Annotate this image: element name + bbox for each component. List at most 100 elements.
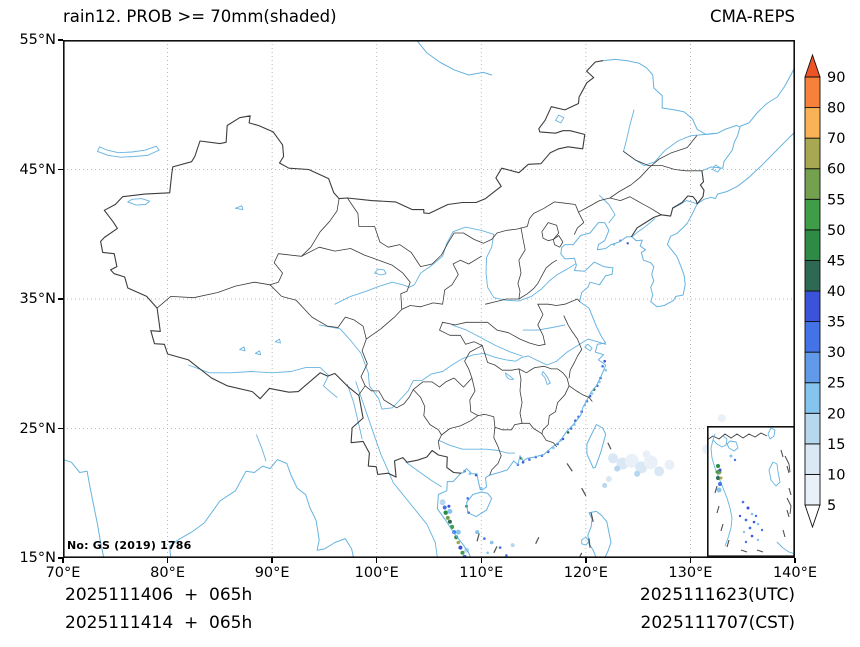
inset-shading-cell [718, 468, 722, 472]
prov-shandong-jiangsu [537, 298, 580, 306]
colorbar-tick-label: 35 [827, 315, 845, 331]
inset-land-line [707, 432, 768, 441]
inset-shading-cell [742, 530, 746, 534]
inset-land-line [784, 455, 791, 473]
inset-shading-cell [750, 512, 754, 516]
probability-shading-cell [602, 483, 608, 488]
bosten-lake [235, 205, 244, 211]
yalu-river [631, 218, 656, 238]
prov-chongqing-guizhou [422, 345, 483, 388]
baikal-region-river [416, 40, 493, 76]
colorbar-arrow-top [804, 53, 821, 78]
colorbar-tick-label: 90 [827, 70, 845, 86]
prov-guangdong-fujian [541, 433, 557, 447]
colorbar-tick-label: 25 [827, 376, 845, 392]
probability-shading-cell [664, 459, 675, 470]
probability-shading-cell [447, 504, 451, 508]
bay-of-bengal-coastline [169, 459, 355, 558]
probability-shading-cell [445, 515, 450, 520]
taiwan-coastline [586, 424, 607, 469]
prov-hubei-hunan-jiangxi [481, 345, 552, 374]
plot-frame [63, 40, 795, 558]
inset-shading-cell [744, 518, 748, 522]
inset-nine-dash-segment [714, 485, 718, 494]
south-china-sea-inset [707, 426, 795, 557]
prov-jiangxi-fujian [541, 385, 570, 435]
tibet-lake-1 [254, 350, 262, 356]
prov-shanxi-henan [485, 298, 520, 305]
y-axis-tick [58, 168, 63, 171]
nine-dash-segment [493, 546, 498, 554]
inset-background [707, 426, 795, 557]
inset-shading-cell [746, 506, 750, 510]
probability-shading-cell [458, 545, 463, 550]
inset-shading-cell [756, 522, 760, 526]
khanka-lake [711, 164, 722, 173]
x-axis-tick [689, 558, 692, 563]
prov-qinghai-gansu [301, 246, 411, 310]
inset-shading-cell [752, 520, 756, 524]
probability-shading-cell [626, 242, 629, 245]
inset-shading-cell [760, 528, 764, 532]
x-axis-tick [166, 558, 169, 563]
yellow-river [334, 226, 576, 305]
hainan-coastline [466, 491, 493, 518]
colorbar-segment [804, 473, 821, 506]
prov-tibet-sichuan [358, 338, 368, 396]
colorbar-segment [804, 412, 821, 445]
valid-time-utc: 2025111623(UTC) [639, 585, 795, 605]
y-tick-label: 15°N [19, 550, 56, 566]
probability-shading-cell [521, 460, 525, 464]
inset-shading-cell [750, 534, 754, 538]
inset-nine-dash-segment [716, 505, 720, 514]
colorbar-tick-label: 10 [827, 467, 845, 483]
probability-shading-cell [643, 455, 658, 470]
probability-shading-cell [614, 465, 621, 472]
probability-shading-cell [447, 508, 453, 514]
probability-shading-cell [475, 530, 480, 535]
x-tick-label: 130°E [668, 565, 713, 581]
prov-guangdong-guangxi [489, 426, 502, 476]
probability-shading-cell [489, 540, 494, 545]
inset-coast-line [767, 427, 776, 440]
colorbar-tick-label: 50 [827, 223, 845, 239]
probability-shading-cell [642, 450, 651, 459]
valid-time-cst: 2025111707(CST) [640, 613, 795, 633]
colorbar-segment [804, 290, 821, 323]
inset-shading-cell [733, 458, 737, 462]
nine-dash-segment [607, 442, 612, 450]
probability-shading-cell [510, 543, 515, 548]
luzon-coastline [587, 510, 612, 558]
y-axis-tick [58, 298, 63, 300]
yangtze-river [318, 324, 607, 410]
inset-shading-cell [719, 476, 723, 480]
probability-shading-cell [454, 535, 459, 540]
map-license-note: No: GS (2019) 1786 [67, 539, 192, 552]
prov-qinling-line [442, 321, 546, 346]
x-tick-label: 80°E [150, 565, 185, 581]
nine-dash-segment [566, 463, 573, 472]
prov-anhui-zhejiang [568, 349, 583, 379]
prov-liaoning-hebei [574, 211, 585, 235]
inset-shading-cell [738, 514, 742, 518]
inset-nine-dash-segment [788, 487, 792, 496]
inset-nine-dash-segment [756, 549, 764, 553]
colorbar-tick-label: 15 [827, 437, 845, 453]
probability-shading-cell [498, 546, 502, 549]
inset-shading-cell [754, 514, 758, 518]
han-river [451, 324, 523, 357]
y-axis-tick [58, 427, 63, 430]
probability-shading-cell [447, 519, 452, 524]
colorbar-segment [804, 259, 821, 292]
prov-beijing-ring [541, 222, 560, 242]
vietnam-coastline [436, 472, 472, 558]
brahmaputra-river [188, 364, 338, 398]
inset-shading-cell [716, 476, 720, 480]
lake-balkhash [97, 145, 160, 158]
probability-shading-cell [603, 359, 606, 363]
colorbar-arrow-bottom [804, 504, 821, 529]
inset-content [707, 427, 795, 555]
probability-shading-cell [443, 510, 448, 515]
prov-yunnan-guangxi [412, 389, 442, 450]
